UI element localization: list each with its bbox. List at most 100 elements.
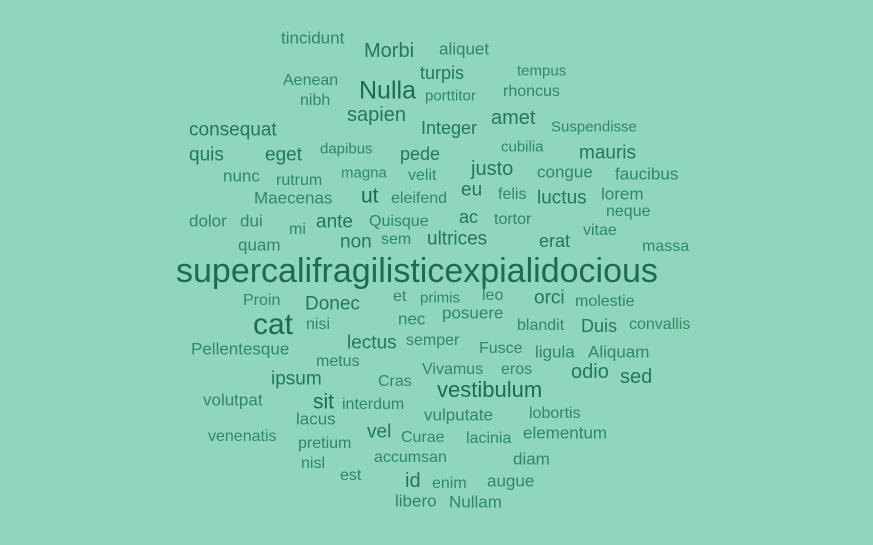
word: lacinia <box>466 430 512 447</box>
word: ut <box>361 184 379 208</box>
word: vel <box>367 421 392 443</box>
word: odio <box>571 361 609 383</box>
word: lectus <box>347 332 397 354</box>
word: sem <box>381 231 412 248</box>
word: massa <box>642 238 690 255</box>
word-large: cat <box>253 308 294 341</box>
word: Fusce <box>479 340 523 357</box>
word: molestie <box>575 293 635 310</box>
word: et <box>393 288 407 305</box>
word: Integer <box>421 118 478 138</box>
word: semper <box>406 332 460 349</box>
word: porttitor <box>425 87 476 105</box>
word: nec <box>398 309 426 329</box>
word: eu <box>461 179 483 201</box>
word: mi <box>289 221 306 238</box>
word: id <box>405 470 421 492</box>
word: eros <box>501 361 533 378</box>
word: posuere <box>442 303 504 323</box>
word: primis <box>420 289 460 307</box>
word: blandit <box>517 317 565 334</box>
word: nisl <box>301 455 326 472</box>
word: cubilia <box>501 138 544 156</box>
word: pretium <box>298 435 352 452</box>
word: aliquet <box>439 39 490 59</box>
word: neque <box>606 203 651 220</box>
word: Nulla <box>359 76 416 105</box>
word: est <box>340 467 362 484</box>
word: vestibulum <box>437 377 543 402</box>
word: lorem <box>601 184 644 204</box>
word: pede <box>400 144 441 164</box>
word: libero <box>395 491 437 511</box>
word: justo <box>471 158 514 180</box>
word: diam <box>513 449 550 469</box>
word: sapien <box>347 104 406 126</box>
word: lobortis <box>529 405 581 422</box>
word: nunc <box>223 166 260 186</box>
word-largest: supercalifragilisticexpialidocious <box>176 252 658 290</box>
word: sed <box>620 366 653 388</box>
word: accumsan <box>374 449 447 466</box>
word: enim <box>432 475 467 492</box>
word: Aenean <box>283 72 339 89</box>
word: volutpat <box>203 390 263 410</box>
word: eleifend <box>391 190 448 207</box>
word: Aliquam <box>588 342 650 362</box>
word: Proin <box>243 292 281 309</box>
word: Vivamus <box>422 361 484 378</box>
word: lacus <box>296 409 336 429</box>
word: sit <box>313 390 334 414</box>
word: orci <box>534 287 565 309</box>
word: faucibus <box>615 164 679 184</box>
word: vulputate <box>424 405 493 425</box>
word: Maecenas <box>254 188 333 208</box>
word: mauris <box>579 142 637 164</box>
word: Quisque <box>369 213 429 230</box>
word: non <box>340 231 372 253</box>
word: nibh <box>300 92 331 109</box>
word: interdum <box>342 396 405 413</box>
word: Curae <box>401 429 445 446</box>
word: ipsum <box>271 368 322 390</box>
word: ante <box>316 211 353 233</box>
word: Suspendisse <box>551 118 637 136</box>
word: ac <box>459 207 479 227</box>
word: Morbi <box>364 40 415 62</box>
word: Duis <box>581 316 618 336</box>
word: Nullam <box>449 492 502 512</box>
word: luctus <box>537 187 587 209</box>
word: congue <box>537 162 593 182</box>
word: dolor <box>189 211 227 231</box>
word: rhoncus <box>503 83 560 100</box>
word: velit <box>408 167 437 184</box>
word: quam <box>238 235 281 255</box>
word: augue <box>487 471 535 491</box>
word: tempus <box>517 62 567 80</box>
word: metus <box>316 353 360 370</box>
word: dui <box>240 211 263 231</box>
word: erat <box>539 231 571 251</box>
word: venenatis <box>208 428 277 445</box>
word: rutrum <box>276 172 323 189</box>
word: tortor <box>494 211 532 228</box>
word: ligula <box>535 342 575 362</box>
word: quis <box>189 144 224 166</box>
word: Pellentesque <box>191 339 290 359</box>
word: ultrices <box>427 228 488 250</box>
word: Cras <box>378 373 412 390</box>
word: convallis <box>629 316 691 333</box>
word: eget <box>265 144 302 166</box>
word: amet <box>491 107 536 129</box>
word: magna <box>341 164 387 182</box>
word: consequat <box>189 119 277 141</box>
word: elementum <box>523 423 608 443</box>
word: Donec <box>305 293 360 315</box>
word: dapibus <box>320 140 373 158</box>
word: nisi <box>306 316 331 333</box>
word: felis <box>498 186 527 203</box>
word: vitae <box>583 222 617 239</box>
word: turpis <box>420 63 465 83</box>
word: leo <box>482 287 504 304</box>
